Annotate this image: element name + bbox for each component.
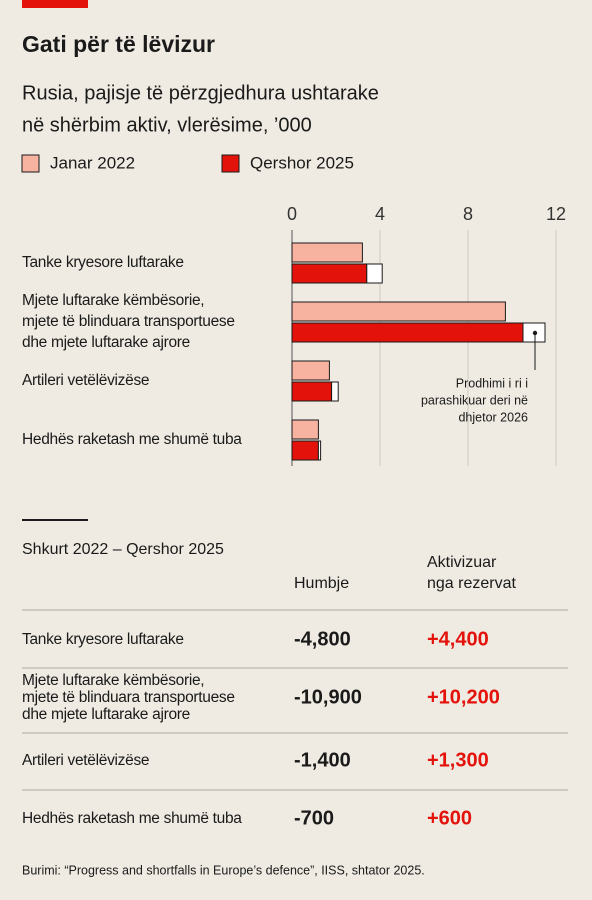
- annotation: Prodhimi i ri i: [456, 376, 528, 390]
- x-tick-label: 12: [546, 204, 566, 224]
- annotation: parashikuar deri në: [421, 393, 528, 407]
- legend-label: Janar 2022: [50, 153, 135, 172]
- bar: [291, 263, 368, 284]
- category-label: Mjete luftarake këmbësorie,: [22, 292, 204, 309]
- category-label: Hedhës raketash me shumë tuba: [22, 431, 242, 448]
- row-label: Artileri vetëlëvizëse: [22, 752, 149, 769]
- category-label: mjete të blinduara transportuese: [22, 313, 235, 330]
- brand-bar: [22, 0, 88, 8]
- subtitle: Rusia, pajisje të përzgjedhura ushtarake: [22, 82, 379, 104]
- legend-label: Qershor 2025: [250, 153, 354, 172]
- bar: [291, 381, 333, 402]
- column-header: Humbje: [294, 575, 349, 592]
- source: Burimi: “Progress and shortfalls in Euro…: [22, 863, 425, 877]
- loss-value: -10,900: [294, 686, 362, 708]
- column-header: Aktivizuar: [427, 554, 497, 571]
- row-label: Hedhës raketash me shumë tuba: [22, 810, 242, 827]
- row-label: mjete të blinduara transportuese: [22, 689, 235, 706]
- loss-value: -1,400: [294, 749, 351, 771]
- x-tick-label: 4: [375, 204, 385, 224]
- projected-bar: [366, 263, 383, 284]
- category-label: Artileri vetëlëvizëse: [22, 372, 149, 389]
- column-header: nga rezervat: [427, 575, 516, 592]
- row-label: dhe mjete luftarake ajrore: [22, 706, 190, 723]
- row-label: Mjete luftarake këmbësorie,: [22, 672, 204, 689]
- loss-value: -700: [294, 807, 334, 829]
- x-tick-label: 0: [287, 204, 297, 224]
- bar: [291, 419, 319, 440]
- legend-swatch: [221, 154, 240, 173]
- loss-value: -4,800: [294, 628, 351, 650]
- reserve-value: +600: [427, 807, 472, 829]
- table-subtitle: Shkurt 2022 – Qershor 2025: [22, 541, 224, 558]
- bar: [291, 440, 319, 461]
- x-tick-label: 8: [463, 204, 473, 224]
- reserve-value: +1,300: [427, 749, 489, 771]
- legend-swatch: [21, 154, 40, 173]
- subtitle: në shërbim aktiv, vlerësime, ’000: [22, 114, 312, 136]
- projected-bar: [317, 440, 322, 461]
- bar: [291, 360, 330, 381]
- annotation-dot: [532, 330, 538, 336]
- bar: [291, 301, 506, 322]
- bar: [291, 242, 363, 263]
- category-label: Tanke kryesore luftarake: [22, 254, 184, 271]
- reserve-value: +10,200: [427, 686, 500, 708]
- projected-bar: [331, 381, 339, 402]
- row-label: Tanke kryesore luftarake: [22, 631, 184, 648]
- annotation: dhjetor 2026: [458, 410, 528, 424]
- category-label: dhe mjete luftarake ajrore: [22, 334, 190, 351]
- chart-title: Gati për të lëvizur: [22, 31, 215, 57]
- reserve-value: +4,400: [427, 628, 489, 650]
- bar: [291, 322, 524, 343]
